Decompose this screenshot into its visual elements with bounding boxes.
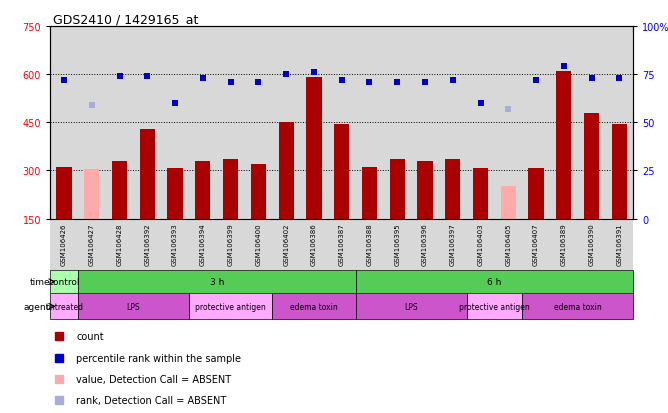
Text: 6 h: 6 h (487, 278, 502, 287)
Bar (445, 160, 460, 219)
Text: GSM106397: GSM106397 (450, 223, 456, 266)
Text: GSM106393: GSM106393 (172, 223, 178, 266)
Bar (528, 169, 544, 219)
Bar (362, 168, 377, 219)
Text: GSM106394: GSM106394 (200, 223, 206, 266)
Text: LPS: LPS (127, 302, 140, 311)
Text: GSM106400: GSM106400 (255, 223, 261, 266)
Text: value, Detection Call = ABSENT: value, Detection Call = ABSENT (76, 374, 232, 384)
Text: agent: agent (24, 302, 50, 311)
Text: 3 h: 3 h (210, 278, 224, 287)
Bar (56, 168, 71, 219)
Text: LPS: LPS (404, 302, 418, 311)
Text: GSM106389: GSM106389 (561, 223, 567, 266)
Bar (195, 161, 210, 219)
Bar (355, 270, 633, 294)
Bar (389, 160, 405, 219)
Text: GSM106405: GSM106405 (505, 223, 511, 266)
Text: GSM106386: GSM106386 (311, 223, 317, 266)
Bar (78, 270, 355, 294)
Bar (84, 169, 100, 219)
Bar (50, 294, 78, 319)
Bar (140, 129, 155, 219)
Text: percentile rank within the sample: percentile rank within the sample (76, 353, 241, 363)
Text: protective antigen: protective antigen (459, 302, 530, 311)
Bar (522, 294, 633, 319)
Bar (250, 164, 266, 219)
Bar (500, 187, 516, 219)
Text: GSM106388: GSM106388 (367, 223, 373, 266)
Bar (112, 161, 127, 219)
Text: rank, Detection Call = ABSENT: rank, Detection Call = ABSENT (76, 396, 226, 406)
Bar (612, 125, 627, 219)
Text: GSM106428: GSM106428 (116, 223, 122, 266)
Text: GSM106427: GSM106427 (89, 223, 95, 266)
Bar (223, 160, 238, 219)
Bar (279, 123, 294, 219)
Bar (78, 294, 189, 319)
Text: GSM106395: GSM106395 (394, 223, 400, 266)
Text: untreated: untreated (45, 302, 83, 311)
Text: GDS2410 / 1429165_at: GDS2410 / 1429165_at (53, 13, 199, 26)
Text: GSM106407: GSM106407 (533, 223, 539, 266)
Text: edema toxin: edema toxin (554, 302, 602, 311)
Bar (334, 125, 349, 219)
Text: GSM106426: GSM106426 (61, 223, 67, 266)
Text: GSM106387: GSM106387 (339, 223, 345, 266)
Text: GSM106392: GSM106392 (144, 223, 150, 266)
Text: edema toxin: edema toxin (290, 302, 338, 311)
Bar (584, 113, 599, 219)
Text: GSM106391: GSM106391 (617, 223, 623, 266)
Bar (556, 72, 572, 219)
Bar (418, 161, 433, 219)
Text: GSM106396: GSM106396 (422, 223, 428, 266)
Text: GSM106390: GSM106390 (589, 223, 595, 266)
Text: GSM106399: GSM106399 (228, 223, 234, 266)
Text: protective antigen: protective antigen (195, 302, 266, 311)
Bar (355, 294, 467, 319)
Bar (467, 294, 522, 319)
Bar (50, 270, 78, 294)
Text: control: control (48, 278, 79, 287)
Bar (306, 78, 321, 219)
Text: count: count (76, 331, 104, 342)
Bar (168, 169, 183, 219)
Bar (473, 169, 488, 219)
Bar (189, 294, 273, 319)
Bar (273, 294, 355, 319)
Text: GSM106403: GSM106403 (478, 223, 484, 266)
Text: GSM106402: GSM106402 (283, 223, 289, 266)
Text: time: time (29, 278, 50, 287)
